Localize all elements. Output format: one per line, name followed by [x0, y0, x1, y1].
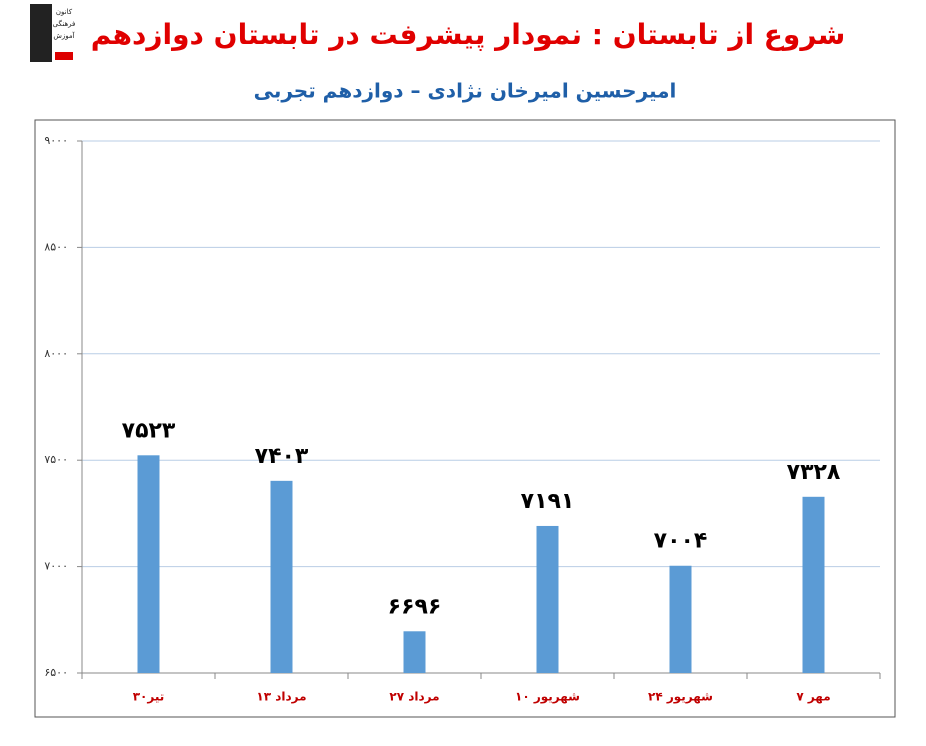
logo — [30, 4, 73, 62]
y-tick-label: ۶۵۰۰ — [44, 666, 68, 679]
data-label: ۷۴۰۳ — [255, 444, 309, 469]
chart-subtitle: امیرحسین امیرخان نژادی – دوازدهم تجربی — [254, 79, 677, 103]
data-label: ۷۱۹۱ — [521, 489, 575, 514]
y-tick-label: ۹۰۰۰ — [44, 134, 68, 147]
data-label: ۷۵۲۳ — [122, 418, 176, 443]
y-tick-label: ۷۵۰۰ — [44, 453, 68, 466]
x-tick-label: ۱۳ مرداد — [256, 690, 306, 704]
x-tick-label: ۱۰ شهریور — [515, 690, 580, 705]
y-tick-label: ۸۵۰۰ — [44, 240, 68, 253]
x-tick-label: ۲۷ مرداد — [389, 690, 439, 704]
logo-text: آموزش — [53, 31, 75, 40]
logo-text: فرهنگی — [53, 19, 76, 28]
logo-badge — [55, 52, 73, 60]
logo-text: کانون — [56, 8, 73, 16]
x-tick-label: ۳۰تیر — [133, 690, 165, 704]
bar — [536, 525, 559, 673]
data-label: ۷۰۰۴ — [654, 529, 708, 554]
x-tick-label: ۷ مهر — [796, 690, 830, 704]
data-label: ۷۳۲۸ — [787, 460, 841, 485]
bar — [270, 480, 293, 673]
x-tick-label: ۲۴ شهریور — [648, 690, 713, 705]
y-tick-label: ۷۰۰۰ — [44, 560, 68, 573]
logo-text: قلم چی — [53, 44, 76, 52]
y-tick-label: ۸۰۰۰ — [44, 347, 68, 360]
bar — [669, 565, 692, 673]
bar — [802, 496, 825, 673]
bar — [137, 455, 160, 673]
data-label: ۶۶۹۶ — [388, 594, 442, 619]
bar — [403, 631, 426, 673]
logo-figure — [30, 4, 52, 62]
chart-title: شروع از تابستان : نمودار پیشرفت در تابست… — [91, 18, 846, 51]
chart-frame — [34, 119, 896, 718]
